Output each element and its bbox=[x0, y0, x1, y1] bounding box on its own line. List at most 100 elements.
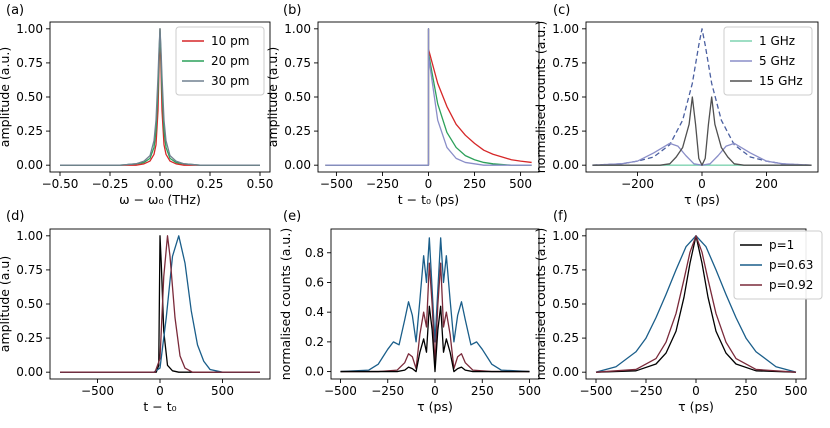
panel-b-ytick-label: 1.00 bbox=[284, 22, 311, 36]
panel-d-ytick-label: 0.75 bbox=[16, 263, 43, 277]
panel-c-legend-label: 5 GHz bbox=[759, 54, 795, 68]
panel-c-legend: 1 GHz 5 GHz 15 GHz bbox=[723, 26, 813, 96]
panel-c-xtick-label: 0 bbox=[698, 177, 706, 191]
panel-a-label: (a) bbox=[6, 3, 24, 18]
panel-d-series-p-0-92 bbox=[60, 235, 260, 373]
panel-d-xtick-label: −500 bbox=[81, 384, 114, 398]
panel-e-ytick-label: 0.0 bbox=[305, 365, 324, 379]
panel-f-ytick-label: 0.00 bbox=[552, 365, 579, 379]
panel-d-ytick-label: 0.00 bbox=[16, 365, 43, 379]
panel-a-ytick-label: 0.00 bbox=[16, 158, 43, 172]
panel-e-ytick-label: 0.8 bbox=[305, 246, 324, 260]
panel-a-xtick-label: 0.50 bbox=[247, 177, 274, 191]
panel-e-xtick-label: −500 bbox=[324, 384, 357, 398]
panel-c-series-5-ghz bbox=[592, 142, 812, 166]
panel-e: −500 −250 0 250 500 0.0 0.2 0.4 0.6 0.8 τ (ps) norm… bbox=[278, 209, 541, 414]
panel-c-xlabel: τ (ps) bbox=[684, 192, 720, 207]
panel-b-xtick-label: −500 bbox=[320, 177, 353, 191]
panel-e-ytick-label: 0.4 bbox=[305, 305, 324, 319]
panel-c-series-15-ghz bbox=[592, 96, 812, 166]
panel-c-legend-label: 1 GHz bbox=[759, 34, 795, 48]
panel-d-ytick-label: 1.00 bbox=[16, 229, 43, 243]
panel-a-ytick-label: 0.75 bbox=[16, 56, 43, 70]
panel-f-legend-label: p=0.63 bbox=[769, 258, 813, 272]
panel-c-xtick-label: 200 bbox=[755, 177, 778, 191]
panel-d-series-p-1 bbox=[60, 235, 260, 373]
panel-d-series-p-0-63 bbox=[60, 235, 260, 373]
panel-b-ytick-label: 0.75 bbox=[284, 56, 311, 70]
panel-b-ytick-label: 0.00 bbox=[284, 158, 311, 172]
panel-f-xtick-label: −250 bbox=[630, 384, 663, 398]
panel-d-ytick-label: 0.50 bbox=[16, 297, 43, 311]
panel-a-ytick-label: 0.50 bbox=[16, 90, 43, 104]
panel-a-xlabel: ω − ω₀ (THz) bbox=[119, 192, 201, 207]
panel-a-series-30-pm bbox=[60, 28, 260, 166]
panel-e-series-p-0-63 bbox=[340, 237, 530, 373]
panel-b-label: (b) bbox=[283, 3, 301, 18]
panel-e-ylabel: normalised counts (a.u.) bbox=[278, 228, 293, 380]
panel-d-xtick-label: 500 bbox=[211, 384, 234, 398]
panel-f-xtick-label: 250 bbox=[735, 384, 758, 398]
panel-b: −500 −250 0 250 500 0.00 0.25 0.50 0.75 1.00 t − t… bbox=[265, 3, 540, 207]
panel-a-xtick-label: 0.00 bbox=[147, 177, 174, 191]
panel-e-ytick-label: 0.2 bbox=[305, 335, 324, 349]
panel-d-ylabel: amplitude (a.u) bbox=[0, 256, 12, 352]
panel-d-label: (d) bbox=[6, 209, 24, 224]
panel-e-xtick-label: 500 bbox=[518, 384, 541, 398]
panel-f-ytick-label: 0.25 bbox=[552, 331, 579, 345]
panel-d-xtick-label: 0 bbox=[156, 384, 164, 398]
panel-c-ylabel: normalised counts (a.u.) bbox=[533, 21, 548, 173]
panel-e-xtick-label: 0 bbox=[431, 384, 439, 398]
panel-f-series-p-0-92 bbox=[595, 235, 797, 373]
panel-c-ytick-label: 0.75 bbox=[552, 56, 579, 70]
panel-a-ylabel: amplitude (a.u.) bbox=[0, 47, 12, 147]
panel-f-legend: p=1 p=0.63 p=0.92 bbox=[733, 230, 823, 300]
panel-f-ytick-label: 0.50 bbox=[552, 297, 579, 311]
panel-a-legend: 10 pm 20 pm 30 pm bbox=[175, 26, 265, 96]
panel-a-xtick-label: −0.50 bbox=[42, 177, 79, 191]
panel-e-label: (e) bbox=[283, 209, 301, 224]
panel-c-legend-label: 15 GHz bbox=[759, 74, 803, 88]
panel-c-ytick-label: 0.50 bbox=[552, 90, 579, 104]
panel-a-xtick-label: −0.25 bbox=[92, 177, 129, 191]
panel-c-ytick-label: 1.00 bbox=[552, 22, 579, 36]
panel-f-ytick-label: 0.75 bbox=[552, 263, 579, 277]
panel-a-legend-label: 30 pm bbox=[211, 74, 249, 88]
panel-d-ytick-label: 0.25 bbox=[16, 331, 43, 345]
panel-f-legend-label: p=0.92 bbox=[769, 278, 813, 292]
panel-e-series-p-0-92 bbox=[340, 262, 530, 373]
panel-d-xlabel: t − t₀ bbox=[143, 399, 176, 414]
panel-a-legend-label: 20 pm bbox=[211, 54, 249, 68]
panel-c: −200 0 200 0.00 0.25 0.50 0.75 1.00 τ (ps) normal… bbox=[533, 3, 819, 207]
panel-e-ytick-label: 0.6 bbox=[305, 275, 324, 289]
panel-f-ytick-label: 1.00 bbox=[552, 229, 579, 243]
panel-e-xtick-label: 250 bbox=[471, 384, 494, 398]
panel-f-label: (f) bbox=[553, 209, 568, 224]
panel-d: −500 0 500 0.00 0.25 0.50 0.75 1.00 t − t₀ amplit… bbox=[0, 209, 271, 414]
panel-e-series-p-1 bbox=[340, 305, 530, 373]
panel-c-xtick-label: −200 bbox=[621, 177, 654, 191]
panel-b-xtick-label: 250 bbox=[463, 177, 486, 191]
panel-c-ytick-label: 0.00 bbox=[552, 158, 579, 172]
panel-f-legend-label: p=1 bbox=[769, 238, 794, 252]
panel-f-xtick-label: 0 bbox=[692, 384, 700, 398]
panel-f-xlabel: τ (ps) bbox=[678, 399, 714, 414]
panel-f-ylabel: normalised counts (a.u.) bbox=[533, 228, 548, 380]
panel-b-ytick-label: 0.50 bbox=[284, 90, 311, 104]
panel-b-xtick-label: 500 bbox=[509, 177, 532, 191]
panel-c-ytick-label: 0.25 bbox=[552, 124, 579, 138]
panel-f-legend-box bbox=[733, 230, 823, 300]
panel-c-series-envelope bbox=[592, 28, 812, 166]
panel-b-xtick-label: 0 bbox=[425, 177, 433, 191]
panel-e-xtick-label: −250 bbox=[371, 384, 404, 398]
panel-a-legend-label: 10 pm bbox=[211, 34, 249, 48]
panel-a-xtick-label: 0.25 bbox=[197, 177, 224, 191]
panel-a-ytick-label: 0.25 bbox=[16, 124, 43, 138]
panel-c-label: (c) bbox=[553, 3, 570, 18]
panel-f-xtick-label: 500 bbox=[785, 384, 808, 398]
panel-f-xtick-label: −500 bbox=[580, 384, 613, 398]
panel-b-series-30-pm bbox=[325, 28, 532, 166]
panel-b-xlabel: t − t₀ (ps) bbox=[398, 192, 459, 207]
panel-a: −0.50 −0.25 0.00 0.25 0.50 0.00 0.25 0.50 0.75 1.… bbox=[0, 3, 273, 207]
